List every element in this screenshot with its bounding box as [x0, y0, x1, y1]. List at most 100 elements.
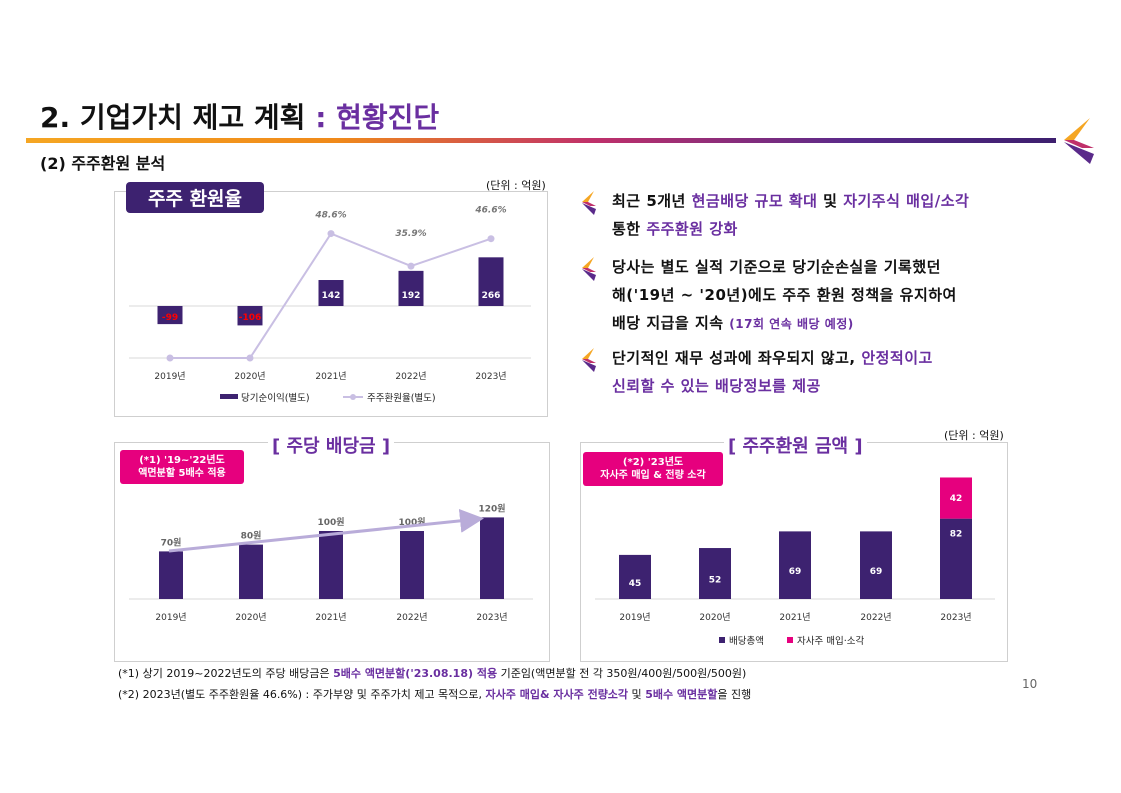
net-income-bar	[398, 270, 424, 306]
payout-ratio-point	[487, 235, 495, 243]
dps-bar	[480, 517, 504, 599]
payout-ratio-label: 48.6%	[314, 211, 346, 221]
bullet3-text-a: 단기적인 재무 성과에 좌우되지 않고,	[612, 349, 862, 367]
x-tick-label: 2020년	[699, 612, 730, 623]
net-income-bar	[478, 257, 504, 306]
bullet2-line1: 당사는 별도 실적 기준으로 당기순손실을 기록했던	[612, 258, 941, 276]
bullet3-line2: 신뢰할 수 있는 배당정보를 제공	[612, 377, 821, 395]
page-number: 10	[1022, 677, 1038, 691]
x-tick-label: 2019년	[619, 612, 650, 623]
net-income-label: -106	[239, 313, 262, 323]
x-tick-label: 2020년	[234, 371, 265, 382]
bullet1-text-c: 및	[817, 192, 844, 210]
net-income-bar	[318, 280, 344, 306]
bullet1-highlight-return: 주주환원 강화	[646, 220, 738, 238]
dividend-total-label: 52	[709, 576, 722, 586]
x-tick-label: 2019년	[155, 612, 186, 623]
dividend-total-label: 45	[629, 579, 642, 589]
dps-trend-arrow	[168, 508, 484, 553]
return-note-line1: (*2) '23년도	[622, 457, 684, 468]
dps-note-line1: (*1) '19~'22년도	[139, 455, 225, 466]
dps-value-label: 80원	[241, 530, 262, 542]
bullet2-highlight-streak: (17회 연속 배당 예정)	[729, 317, 854, 331]
dividend-total-bar	[699, 548, 731, 599]
dps-value-label: 70원	[161, 536, 182, 548]
footnote-2-a: (*2) 2023년(별도 주주환원율 46.6%) : 주가부양 및 주주가치…	[118, 688, 486, 701]
page-title-main: 2. 기업가치 제고 계획	[40, 101, 306, 134]
footnote-2-highlight-split: 5배수 액면분할	[645, 688, 718, 701]
bullet1-text-e: 통한	[612, 220, 647, 238]
buyback-bar	[940, 477, 972, 519]
bullet-chevron-icon	[582, 191, 596, 215]
section-subtitle: (2) 주주환원 분석	[40, 154, 166, 173]
dps-value-label: 100원	[317, 516, 344, 528]
dps-bar	[400, 531, 424, 599]
x-tick-label: 2023년	[475, 371, 506, 382]
footnote-1: (*1) 상기 2019~2022년도의 주당 배당금은 5배수 액면분할('2…	[118, 665, 746, 681]
bullet1-highlight-buyback: 자기주식 매입/소각	[843, 192, 970, 210]
page-title-accent: : 현황진단	[315, 101, 440, 134]
footnote-1-a: (*1) 상기 2019~2022년도의 주당 배당금은	[118, 667, 334, 680]
brand-logo-icon	[1064, 118, 1094, 164]
footnote-2-c: 및	[628, 688, 646, 701]
payout-ratio-point	[407, 262, 415, 270]
net-income-label: 192	[402, 291, 421, 301]
x-tick-label: 2023년	[940, 612, 971, 623]
footnote-2-e: 을 진행	[717, 688, 752, 701]
legend-payout-marker	[350, 394, 356, 400]
legend-dividend-label: 배당총액	[729, 635, 764, 647]
dps-note: (*1) '19~'22년도 액면분할 5배수 적용	[120, 450, 244, 484]
payout-ratio-chart: -99 -106 142 192 266 48.6% 35.9% 46.6% 2019년 2020…	[129, 206, 531, 404]
unit-label-bottom: (단위 : 억원)	[944, 429, 1004, 442]
x-tick-label: 2022년	[860, 612, 891, 623]
x-tick-label: 2023년	[476, 612, 507, 623]
legend-buyback-label: 자사주 매입·소각	[797, 635, 864, 647]
bullet3-highlight-stable: 안정적이고	[861, 349, 933, 367]
dps-title: [ 주당 배당금 ]	[268, 432, 395, 458]
net-income-bar	[237, 306, 263, 326]
legend-dividend-swatch	[719, 637, 725, 643]
bullet1-text-a: 최근 5개년	[612, 192, 692, 210]
page-title: 2. 기업가치 제고 계획 : 현황진단	[40, 96, 439, 136]
x-tick-label: 2022년	[395, 371, 426, 382]
x-tick-label: 2021년	[779, 612, 810, 623]
bullet-chevron-icon	[582, 257, 596, 281]
dps-bar	[239, 544, 263, 599]
footnote-1-highlight: 5배수 액면분할('23.08.18) 적용	[333, 667, 498, 680]
bullet2-line3: 배당 지급을 지속	[612, 314, 730, 332]
dps-note-line2: 액면분할 5배수 적용	[138, 468, 226, 479]
x-tick-label: 2022년	[396, 612, 427, 623]
net-income-label: 266	[482, 291, 501, 301]
return-amount-title: [ 주주환원 금액 ]	[724, 432, 867, 458]
footnote-1-c: 기준임(액면분할 전 각 350원/400원/500원/500원)	[497, 667, 747, 680]
dividend-total-bar	[779, 531, 811, 599]
x-tick-label: 2019년	[154, 371, 185, 382]
return-amount-note: (*2) '23년도 자사주 매입 & 전량 소각	[583, 452, 723, 486]
dividend-total-bar	[860, 531, 892, 599]
legend-payout-label: 주주환원율(별도)	[367, 392, 436, 404]
dividend-total-label: 69	[870, 567, 883, 577]
dividend-total-bar	[619, 554, 651, 599]
net-income-label: 142	[322, 291, 341, 301]
bullet1-highlight-dividend: 현금배당 규모 확대	[691, 192, 818, 210]
footnote-2: (*2) 2023년(별도 주주환원율 46.6%) : 주가부양 및 주주가치…	[118, 686, 751, 702]
payout-ratio-title: 주주 환원율	[126, 182, 265, 213]
return-amount-chart: 45 52 69 69 82 42 2019년 2020년 2021년 2022년 2023년배당총…	[595, 477, 995, 647]
x-tick-label: 2021년	[315, 371, 346, 382]
unit-label-top: (단위 : 억원)	[486, 179, 546, 192]
buyback-label: 42	[950, 494, 963, 504]
net-income-bar	[157, 306, 183, 325]
return-note-line2: 자사주 매입 & 전량 소각	[600, 470, 706, 481]
x-tick-label: 2020년	[235, 612, 266, 623]
legend-net-income-swatch	[220, 394, 238, 399]
net-income-label: -99	[162, 313, 178, 323]
dps-bar	[159, 551, 183, 599]
payout-ratio-point	[166, 354, 174, 362]
payout-ratio-point	[246, 354, 254, 362]
legend-buyback-swatch	[787, 637, 793, 643]
x-tick-label: 2021년	[315, 612, 346, 623]
title-underline	[26, 138, 1056, 143]
payout-ratio-label: 35.9%	[395, 229, 426, 239]
dps-value-label: 120원	[478, 502, 505, 514]
